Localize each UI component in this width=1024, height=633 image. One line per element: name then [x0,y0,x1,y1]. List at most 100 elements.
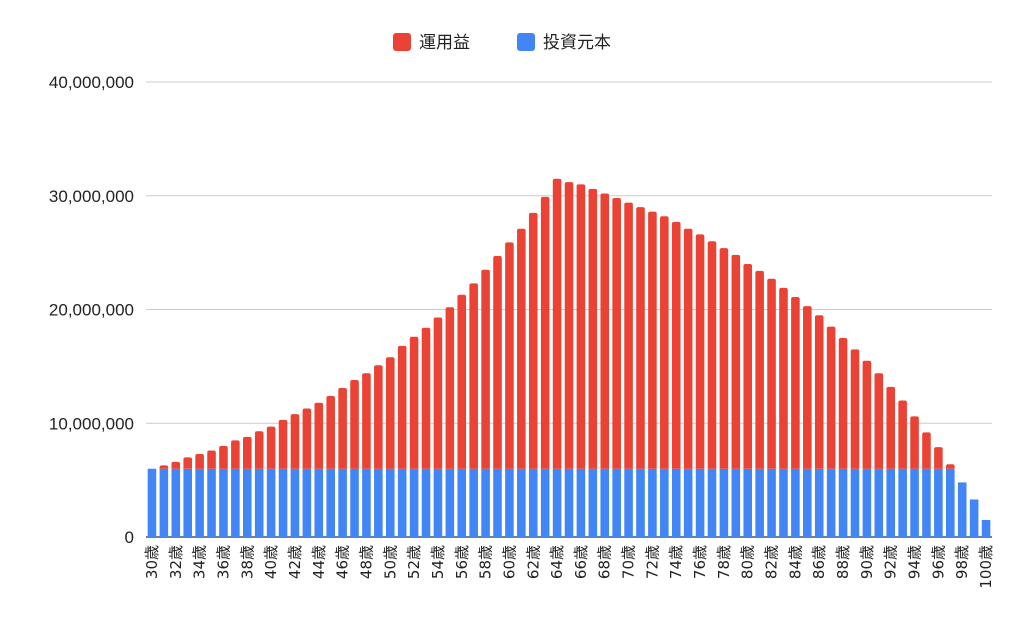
bar-principal [612,468,621,537]
bar-gain [397,345,407,469]
bar-gain [183,457,192,469]
bar-gain [695,234,705,469]
bar-principal [159,468,169,537]
bar-principal [755,468,764,537]
bar-principal [779,468,788,537]
bar-gain [886,386,896,469]
x-tick-label: 34歳 [191,545,209,579]
x-tick-label: 88歳 [834,545,852,579]
bar-principal [171,468,181,537]
bar-principal [838,468,848,537]
bar-gain [350,380,359,469]
bar-principal [266,468,276,537]
bar-gain [302,408,312,469]
bar-gain [660,216,669,469]
bar-principal [469,468,478,537]
legend-swatch [393,33,411,51]
bar-principal [576,468,586,537]
bar-gain [385,357,395,469]
x-tick-label: 52歳 [405,545,423,579]
bar-gain [266,426,276,469]
bar-gain [719,248,729,469]
bar-gain [648,211,657,469]
bar-gain [421,327,431,469]
bar-gain [767,278,776,469]
bar-gain [540,196,550,469]
bar-principal [850,468,860,537]
bar-principal [588,468,598,537]
x-tick-label: 56歳 [453,545,471,579]
bar-gain [791,296,800,469]
bar-principal [397,468,407,537]
y-tick-label: 20,000,000 [49,301,134,320]
x-tick-label: 36歳 [214,545,232,579]
bar-gain [314,402,324,469]
bar-gain [326,395,335,469]
bar-gain [374,365,383,469]
bar-principal [886,468,896,537]
bar-principal [195,468,204,537]
bar-principal [219,468,228,537]
bar-principal [421,468,431,537]
bar-gain [588,188,598,469]
y-tick-label: 30,000,000 [49,187,134,206]
bar-gain [290,414,300,469]
x-tick-label: 92歳 [882,545,900,579]
bar-gain [874,373,884,469]
bar-gain [731,254,741,469]
bar-principal [481,468,490,537]
y-tick-label: 10,000,000 [49,414,134,433]
x-tick-label: 74歳 [667,545,685,579]
bar-gain [528,212,538,469]
x-tick-label: 78歳 [715,545,733,579]
x-tick-label: 42歳 [286,545,304,579]
bar-principal [874,468,884,537]
bar-gain [493,256,502,469]
x-tick-label: 64歳 [548,545,566,579]
x-tick-label: 46歳 [334,545,352,579]
bar-gain [278,419,288,469]
x-tick-label: 70歳 [620,545,638,579]
bar-principal [981,519,991,537]
x-tick-label: 50歳 [381,545,399,579]
x-tick-label: 30歳 [143,545,161,579]
bar-principal [624,468,633,537]
bar-principal [671,468,681,537]
legend-label: 運用益 [419,33,470,53]
bar-principal [493,468,502,537]
x-axis: 30歳 32歳 34歳 36歳 38歳 40歳 42歳 44歳 46歳 48歳 50歳 52歳 54歳 5… [143,545,995,589]
bar-gain [683,228,693,469]
bar-principal [922,468,931,537]
legend-swatch [517,33,535,51]
bar-principal [564,468,574,537]
bar-principal [946,468,955,537]
bar-gain [612,198,621,469]
bar-principal [433,468,443,537]
bar-gain [469,283,478,469]
bar-gain [946,464,955,469]
bar-gain [600,193,610,469]
legend-label: 投資元本 [543,33,611,53]
bar-principal [648,468,657,537]
bar-gain [254,431,264,469]
bar-principal [803,468,812,537]
bar-gain [826,326,836,469]
bar-principal [302,468,312,537]
x-tick-label: 82歳 [763,545,781,579]
bar-principal [362,468,371,537]
bar-principal [898,468,907,537]
x-tick-label: 54歳 [429,545,447,579]
x-tick-label: 68歳 [596,545,614,579]
x-tick-label: 72歳 [643,545,661,579]
bar-gain [850,349,860,469]
x-tick-label: 44歳 [310,545,328,579]
x-tick-label: 76歳 [691,545,709,579]
bar-principal [540,468,550,537]
bar-gain [838,337,848,469]
bar-gain [814,315,824,469]
bar-principal [910,468,919,537]
bar-gain [433,317,443,469]
bar-principal [552,468,562,537]
